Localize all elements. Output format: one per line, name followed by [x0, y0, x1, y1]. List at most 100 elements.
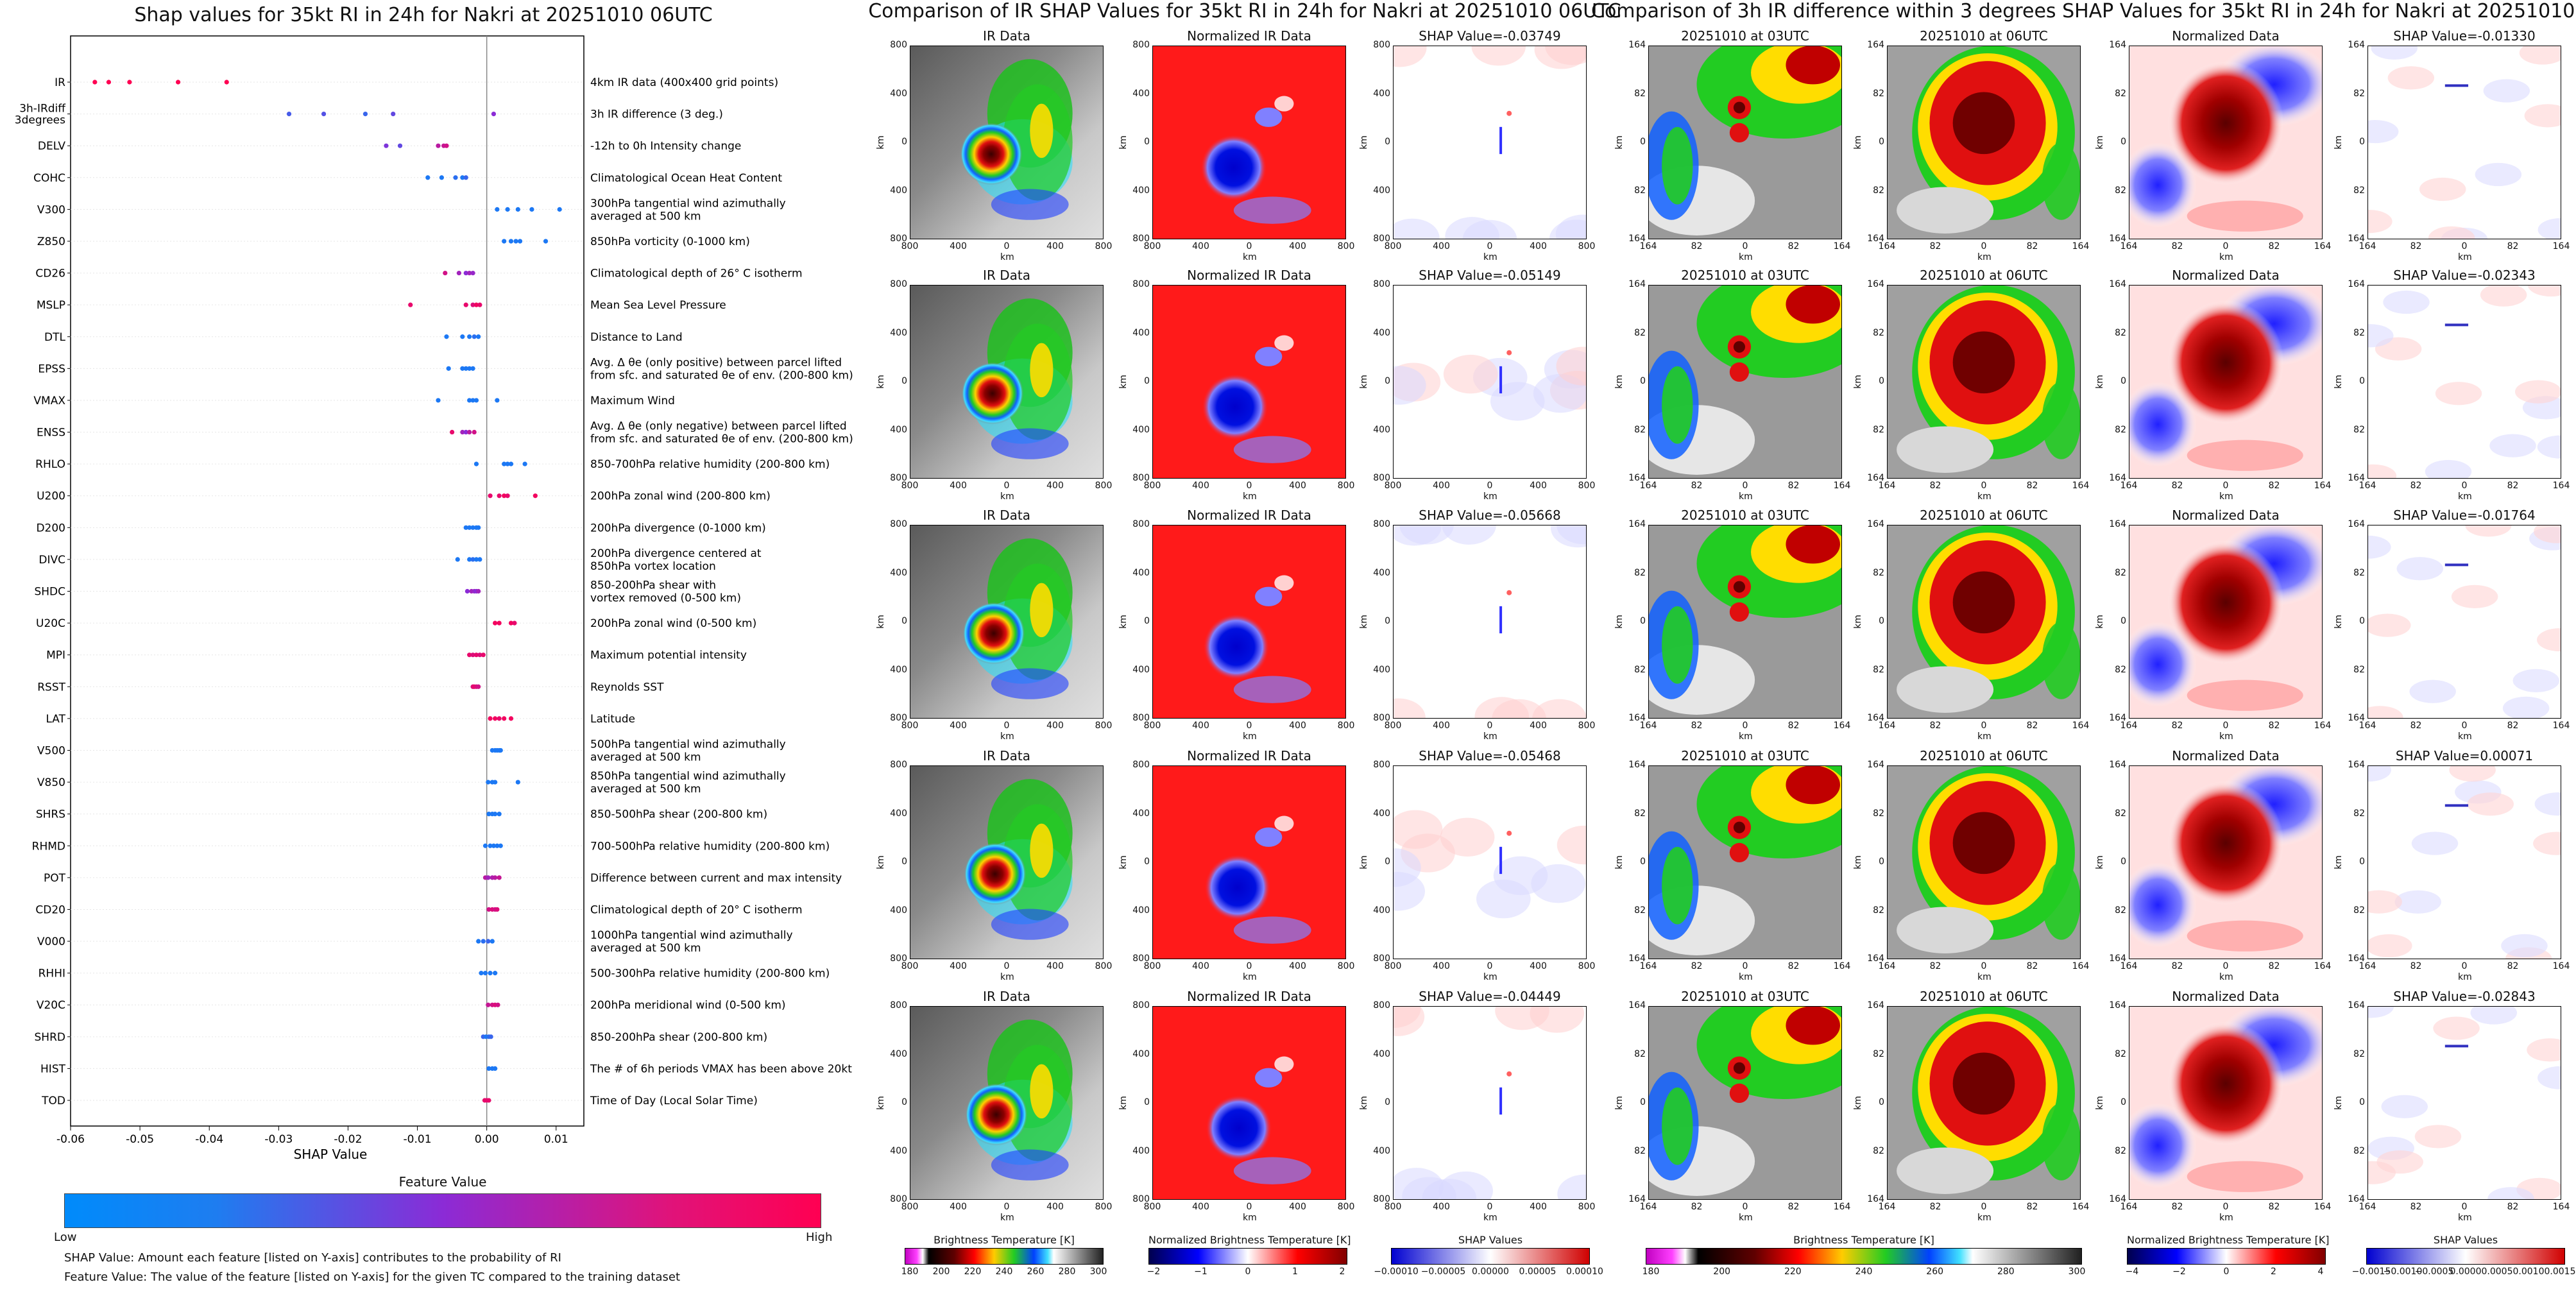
dif-image — [1648, 525, 1842, 719]
y-tick-label: 82 — [1634, 327, 1646, 338]
x-tick-label: 0 — [1487, 721, 1493, 731]
feature-description: 850-500hPa shear (200-800 km) — [590, 808, 767, 821]
y-axis-unit: km — [2333, 615, 2344, 629]
panel-title: 20251010 at 03UTC — [1681, 748, 1809, 764]
y-tick-label: 82 — [2353, 185, 2365, 196]
shap-point — [517, 239, 523, 244]
panel-title: Normalized Data — [2172, 28, 2280, 44]
panel-title: 20251010 at 03UTC — [1681, 989, 1809, 1004]
x-axis-unit: km — [1000, 1213, 1014, 1223]
panel-title: SHAP Value=-0.02343 — [2393, 268, 2536, 283]
norm-ir-colorbar-tick: 2 — [1339, 1267, 1345, 1277]
dif2-image — [1887, 1006, 2081, 1200]
x-tick-label: 82 — [2171, 1202, 2183, 1212]
shap-point — [488, 843, 493, 848]
ir-image — [910, 46, 1104, 239]
feature-label: 3h-IRdiff 3degrees — [15, 103, 67, 127]
x-tick-label: 164 — [2358, 721, 2376, 731]
x-tick-label: 800 — [1384, 961, 1402, 971]
y-tick-label: 164 — [2109, 953, 2126, 964]
x-tick-label: 164 — [1833, 241, 1851, 252]
x-tick-label: 800 — [1384, 241, 1402, 252]
feature-label: SHRS — [36, 808, 65, 821]
y-tick-label: 0 — [1385, 857, 1390, 867]
y-tick-label: 0 — [1879, 616, 1884, 626]
x-tick-label: 0 — [1487, 1202, 1493, 1212]
nir-image — [1152, 46, 1346, 239]
x-tick-label: 800 — [1095, 721, 1113, 731]
y-tick-label: 0 — [2359, 137, 2365, 147]
y-tick-label: 82 — [2115, 424, 2126, 435]
y-tick-label: 0 — [1640, 616, 1646, 626]
norm-diff-colorbar-tick: −2 — [2172, 1267, 2186, 1277]
shap-point — [482, 971, 488, 976]
nir-image — [1152, 1006, 1346, 1200]
panel-title: IR Data — [983, 989, 1030, 1004]
shap-point — [490, 939, 495, 944]
shap-point — [463, 270, 468, 276]
y-tick-label: 800 — [890, 713, 907, 723]
shap-point — [449, 429, 455, 435]
y-axis-unit: km — [1852, 375, 1863, 389]
shap-point — [557, 207, 562, 212]
feature-description: 3h IR difference (3 deg.) — [590, 108, 723, 121]
x-tick-label: -0.01 — [404, 1133, 432, 1146]
y-tick-label: 0 — [901, 1097, 907, 1107]
y-tick-label: 164 — [2348, 713, 2365, 723]
x-axis-unit: km — [1739, 731, 1753, 742]
y-tick-label: 0 — [1144, 376, 1150, 386]
x-tick-label: 400 — [1530, 1202, 1547, 1212]
x-axis-unit: km — [2458, 731, 2472, 742]
x-tick-label: 164 — [1639, 241, 1657, 252]
x-tick-label: 800 — [1143, 961, 1161, 971]
y-tick-label: 400 — [890, 327, 907, 338]
x-tick-label: 82 — [1691, 721, 1703, 731]
shap-point — [498, 747, 503, 753]
x-tick-label: 0 — [1487, 961, 1493, 971]
shap-image — [1393, 285, 1587, 479]
y-tick-label: 0 — [2120, 1097, 2126, 1107]
y-tick-label: 800 — [1132, 473, 1150, 483]
y-axis-unit: km — [2333, 375, 2344, 389]
shap-point — [493, 971, 498, 976]
x-tick-label: 800 — [1578, 721, 1596, 731]
feature-description: 200hPa meridional wind (0-500 km) — [590, 999, 786, 1012]
ir-image — [910, 525, 1104, 719]
shap-point — [443, 270, 448, 276]
x-tick-label: -0.02 — [334, 1133, 362, 1146]
shap-point — [502, 493, 507, 499]
shap-point — [460, 366, 465, 371]
feature-label: V000 — [37, 935, 65, 948]
dif2-image — [1887, 285, 2081, 479]
panel-title: Normalized Data — [2172, 508, 2280, 523]
shap-diff-colorbar-tick: 0.0005 — [2481, 1267, 2513, 1277]
y-tick-label: 800 — [890, 473, 907, 483]
shap-ir-colorbar-label: SHAP Values — [1458, 1234, 1523, 1246]
y-tick-label: 164 — [2109, 1194, 2126, 1204]
x-tick-label: 0 — [1981, 721, 1987, 731]
feature-label: CD26 — [35, 268, 65, 280]
y-tick-label: 400 — [1373, 664, 1390, 675]
x-tick-label: 82 — [2507, 1202, 2519, 1212]
x-tick-label: 164 — [2120, 721, 2138, 731]
feature-description: Difference between current and max inten… — [590, 872, 842, 885]
x-tick-label: 164 — [2552, 481, 2570, 491]
x-tick-label: 82 — [2410, 961, 2422, 971]
shap-point — [463, 302, 468, 307]
y-tick-label: 164 — [1628, 713, 1646, 723]
feature-description: 700-500hPa relative humidity (200-800 km… — [590, 840, 830, 853]
x-tick-label: 82 — [2026, 1202, 2038, 1212]
norm-diff-colorbar-tick: 2 — [2271, 1267, 2276, 1277]
shap-point — [476, 939, 481, 944]
shap-point — [533, 493, 538, 499]
x-tick-label: 82 — [2410, 1202, 2422, 1212]
y-tick-label: 0 — [2120, 857, 2126, 867]
x-axis-unit: km — [2219, 491, 2233, 502]
ir-colorbar-tick: 260 — [1027, 1267, 1045, 1277]
y-tick-label: 400 — [1373, 185, 1390, 196]
ndif-image — [2129, 1006, 2323, 1200]
x-tick-label: 0 — [2222, 1202, 2229, 1212]
shap-point — [502, 716, 507, 721]
x-tick-label: 800 — [1095, 481, 1113, 491]
x-tick-label: 400 — [1192, 241, 1209, 252]
